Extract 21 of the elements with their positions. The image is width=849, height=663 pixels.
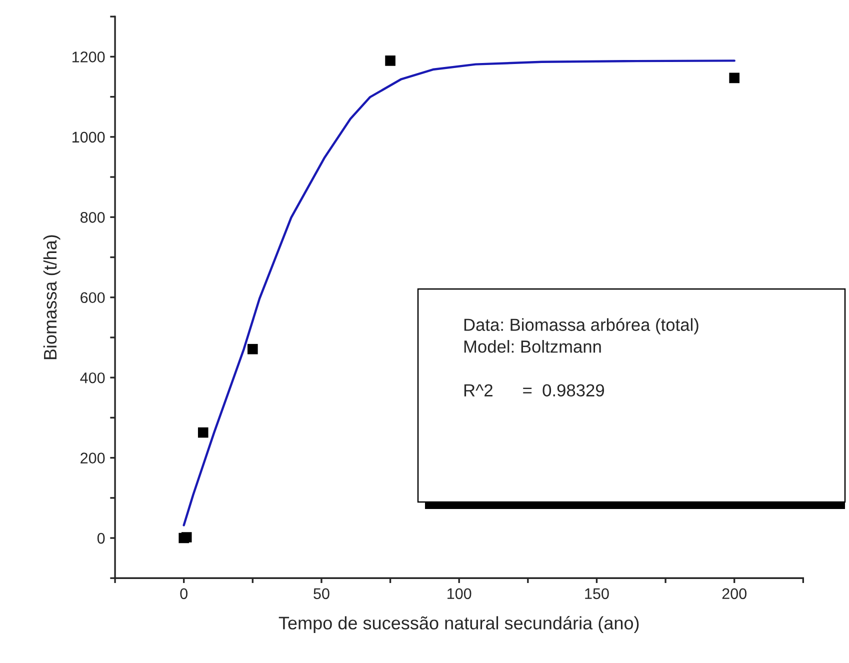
text: Data: Biomassa arbórea (total) Model: Boltzmann R^2 = 0.98329 — [464, 318, 698, 396]
y-axis-title: Biomassa (t/ha) — [43, 235, 60, 360]
point — [248, 344, 258, 354]
point — [198, 427, 208, 438]
y-tick-label: 600 — [80, 292, 105, 304]
x-tick-label: 150 — [585, 588, 609, 600]
x-tick-label: 50 — [314, 588, 330, 600]
y-tick-label: 800 — [80, 212, 105, 223]
line-series — [182, 60, 736, 526]
y-tick-label: 1200 — [72, 52, 105, 62]
point — [181, 532, 192, 542]
y-tick-label: 400 — [80, 372, 105, 384]
x-axis-title: Tempo de sucessão natural secundária (ano) — [278, 616, 639, 634]
x-tick-label: 100 — [448, 588, 472, 600]
point — [385, 56, 396, 66]
y-tick-label: 1000 — [72, 132, 105, 143]
x-tick-label: 200 — [722, 588, 746, 600]
y-tick-label: 200 — [80, 452, 105, 464]
point — [729, 72, 740, 84]
y-tick-label: 0 — [97, 532, 105, 544]
x-tick-label: 0 — [180, 588, 188, 600]
